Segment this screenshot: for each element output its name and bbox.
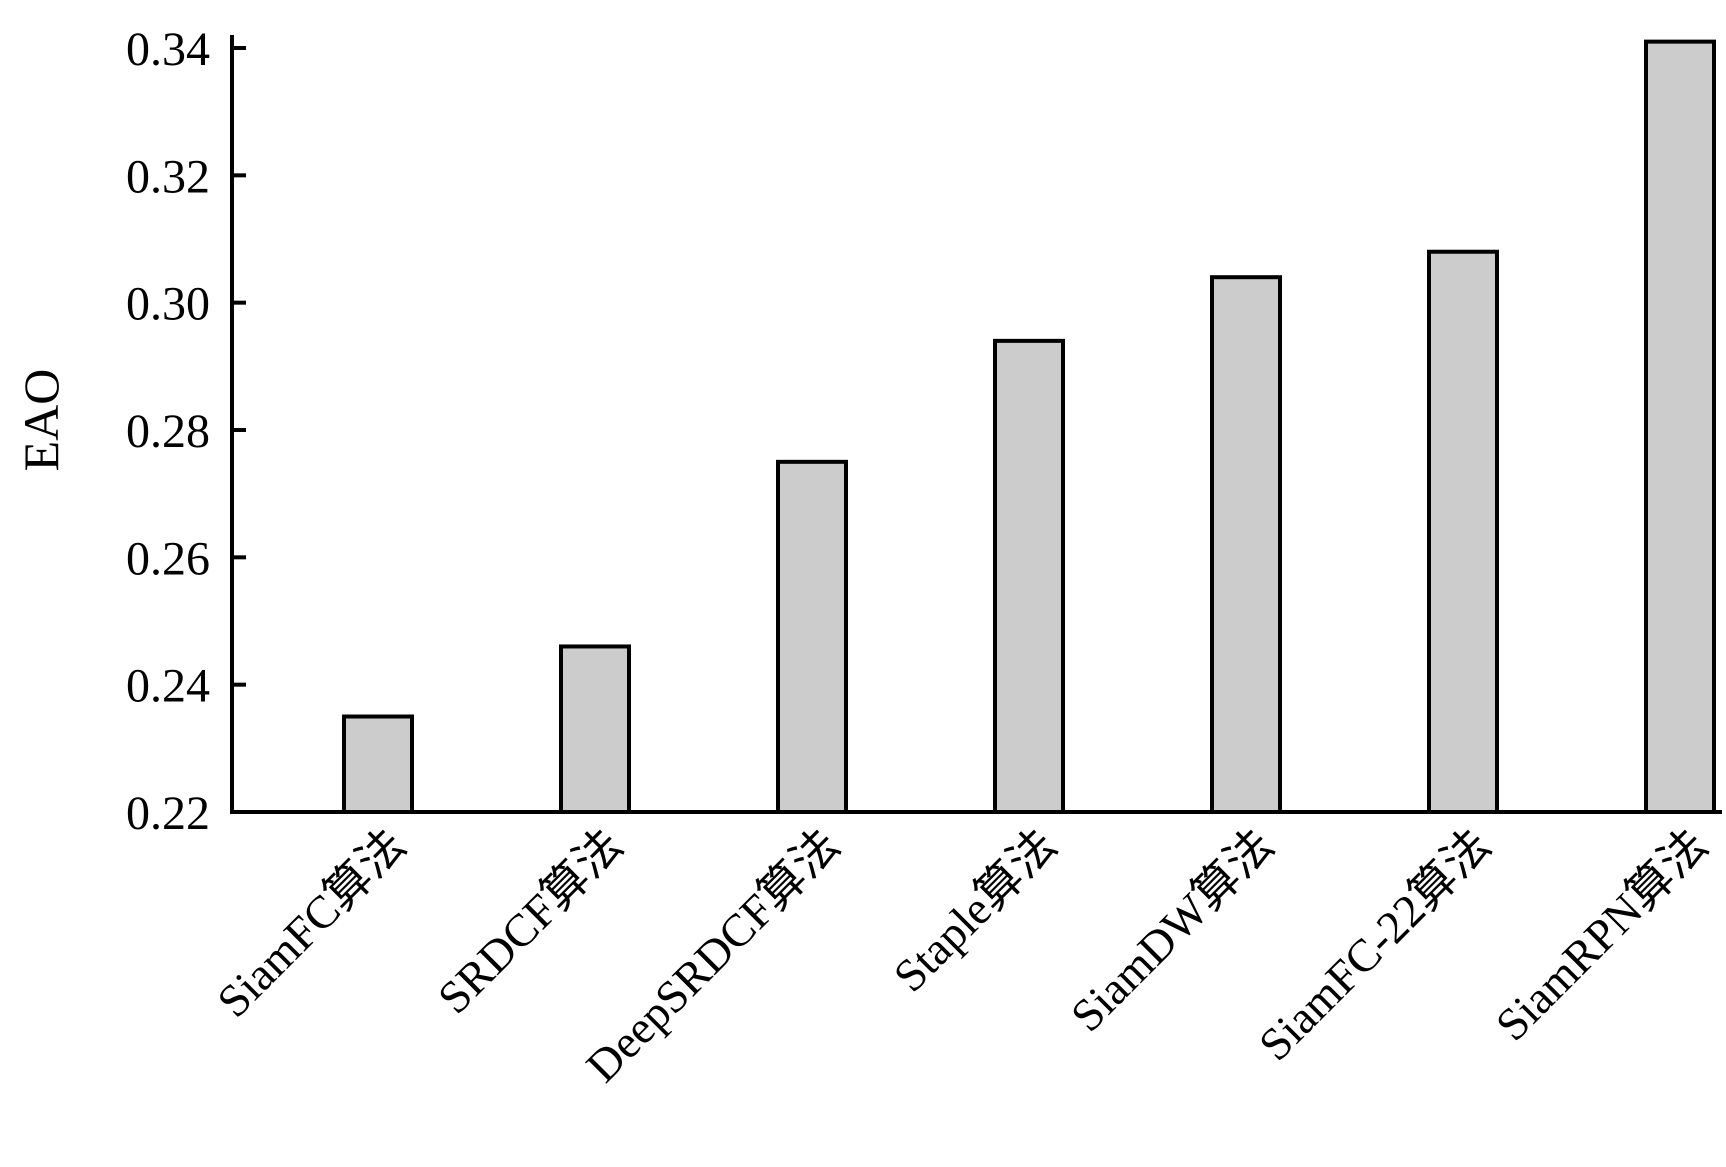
- y-tick-label: 0.30: [126, 278, 210, 331]
- y-tick-label: 0.32: [126, 150, 210, 203]
- y-axis-ticks: 0.22 0.24 0.26 0.28 0.30 0.32 0.34: [126, 23, 246, 840]
- bar: [1427, 249, 1499, 814]
- bar: [776, 459, 848, 814]
- y-axis-title: EAO: [13, 369, 69, 472]
- axes: [230, 35, 1722, 814]
- y-tick-label: 0.24: [126, 660, 210, 713]
- bar: [1644, 39, 1716, 814]
- x-category-label: SiamFC-22算法: [1249, 819, 1500, 1070]
- bar: [342, 714, 414, 814]
- x-category-label: Staple算法: [884, 819, 1066, 1001]
- y-tick-label: 0.34: [126, 23, 210, 76]
- x-category-label: SiamFC算法: [207, 819, 415, 1027]
- x-category-label: SiamDW算法: [1061, 819, 1283, 1041]
- y-tick-label: 0.22: [126, 787, 210, 840]
- bar: [993, 338, 1065, 814]
- x-category-label: SRDCF算法: [428, 819, 632, 1023]
- bar: [559, 644, 631, 815]
- x-category-label: SiamRPN算法: [1486, 819, 1717, 1050]
- y-tick-label: 0.28: [126, 405, 210, 458]
- bar: [1210, 275, 1282, 814]
- bars: [342, 39, 1716, 815]
- y-tick-label: 0.26: [126, 532, 210, 585]
